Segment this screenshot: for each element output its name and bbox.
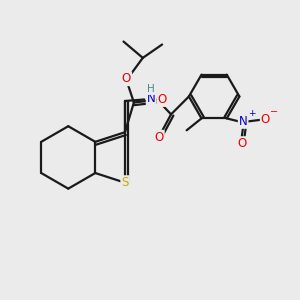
Text: O: O: [237, 137, 246, 150]
Text: H: H: [147, 84, 155, 94]
Text: S: S: [121, 176, 129, 189]
Text: N: N: [147, 92, 155, 105]
Text: +: +: [248, 109, 255, 118]
Text: −: −: [270, 106, 278, 117]
Text: N: N: [239, 115, 248, 128]
Text: O: O: [154, 131, 164, 144]
Text: O: O: [261, 113, 270, 126]
Text: O: O: [122, 72, 131, 85]
Text: O: O: [158, 93, 167, 106]
